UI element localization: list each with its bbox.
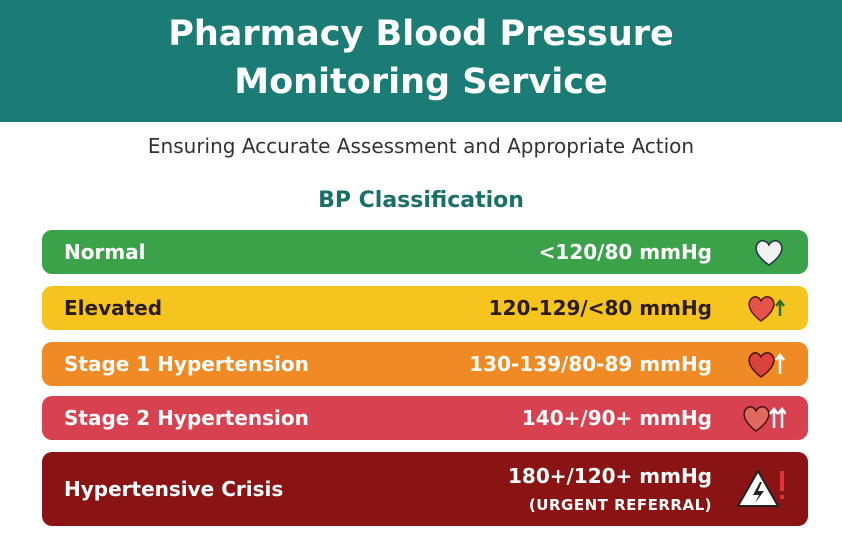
heart-icon [748,352,785,378]
row-label: Normal [64,240,146,264]
row-label: Stage 2 Hypertension [64,406,309,430]
row-normal: Normal <120/80 mmHg [42,230,808,274]
section-heading: BP Classification [318,188,524,213]
row-elevated: Elevated 120-129/<80 mmHg [42,286,808,330]
heart-icon [743,406,786,432]
row-label: Hypertensive Crisis [64,477,284,501]
warning-icon [736,468,784,507]
row-range: <120/80 mmHg [538,240,712,264]
row-range: 120-129/<80 mmHg [488,296,712,320]
row-range: 140+/90+ mmHg [521,406,712,430]
title-line: Monitoring Service [234,62,608,102]
row-stage2: Stage 2 Hypertension 140+/90+ mmHg [42,396,808,440]
title-line: Pharmacy Blood Pressure [168,14,674,54]
row-stage1: Stage 1 Hypertension 130-139/80-89 mmHg [42,342,808,386]
row-label: Stage 1 Hypertension [64,352,309,376]
row-range: 130-139/80-89 mmHg [469,352,712,376]
heart-icon [748,296,785,322]
row-crisis: Hypertensive Crisis 180+/120+ mmHg (URGE… [42,452,808,526]
subtitle: Ensuring Accurate Assessment and Appropr… [147,134,695,158]
row-label: Elevated [64,296,163,320]
row-range: 180+/120+ mmHg [507,464,712,488]
header: Pharmacy Blood Pressure Monitoring Servi… [0,0,842,122]
heart-icon [755,240,783,266]
row-note: (URGENT REFERRAL) [528,496,712,514]
